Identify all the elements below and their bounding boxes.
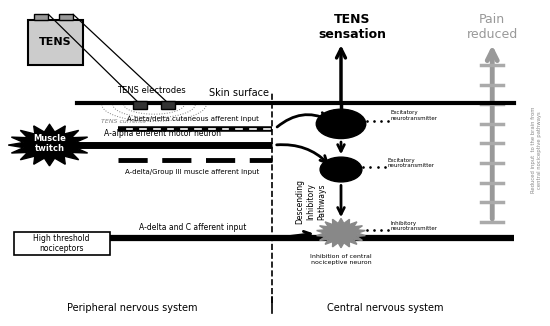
Text: High threshold
nociceptors: High threshold nociceptors xyxy=(34,234,90,253)
Text: Peripheral nervous system: Peripheral nervous system xyxy=(67,303,197,313)
Circle shape xyxy=(320,157,362,182)
Text: A-beta/delta cutaneous afferent input: A-beta/delta cutaneous afferent input xyxy=(126,116,258,122)
Text: TENS: TENS xyxy=(39,37,72,47)
Text: TENS electrodes: TENS electrodes xyxy=(117,85,186,95)
FancyBboxPatch shape xyxy=(59,14,73,20)
Text: Inhibition of central
nociceptive neuron: Inhibition of central nociceptive neuron xyxy=(310,254,372,265)
Text: TENS currents: TENS currents xyxy=(101,119,146,124)
Text: Reduced input  to the brain from
central nociceptive pathways: Reduced input to the brain from central … xyxy=(531,107,542,193)
Text: Inhibitory
neurotransmitter: Inhibitory neurotransmitter xyxy=(390,220,437,231)
Text: Descending
Inhibitory
Pathways: Descending Inhibitory Pathways xyxy=(295,179,326,224)
FancyBboxPatch shape xyxy=(161,101,175,109)
Text: A-alpha efferent motor neuron: A-alpha efferent motor neuron xyxy=(104,129,221,138)
FancyBboxPatch shape xyxy=(133,101,147,109)
Text: A-delta and C afferent input: A-delta and C afferent input xyxy=(139,223,246,232)
Text: TENS
sensation: TENS sensation xyxy=(318,13,386,41)
Text: Pain
reduced: Pain reduced xyxy=(466,13,518,41)
Polygon shape xyxy=(8,124,91,166)
Text: Excitatory
neurotransmitter: Excitatory neurotransmitter xyxy=(388,157,435,169)
Text: A-delta/Group III muscle afferent input: A-delta/Group III muscle afferent input xyxy=(125,169,260,175)
FancyBboxPatch shape xyxy=(28,20,82,65)
FancyBboxPatch shape xyxy=(34,14,48,20)
Text: Skin surface: Skin surface xyxy=(209,88,269,98)
Circle shape xyxy=(316,109,366,139)
Text: Excitatory
neurotransmitter: Excitatory neurotransmitter xyxy=(390,110,437,121)
Text: Muscle
twitch: Muscle twitch xyxy=(33,134,66,153)
FancyBboxPatch shape xyxy=(14,232,110,255)
Polygon shape xyxy=(317,218,365,248)
Text: Central nervous system: Central nervous system xyxy=(327,303,443,313)
